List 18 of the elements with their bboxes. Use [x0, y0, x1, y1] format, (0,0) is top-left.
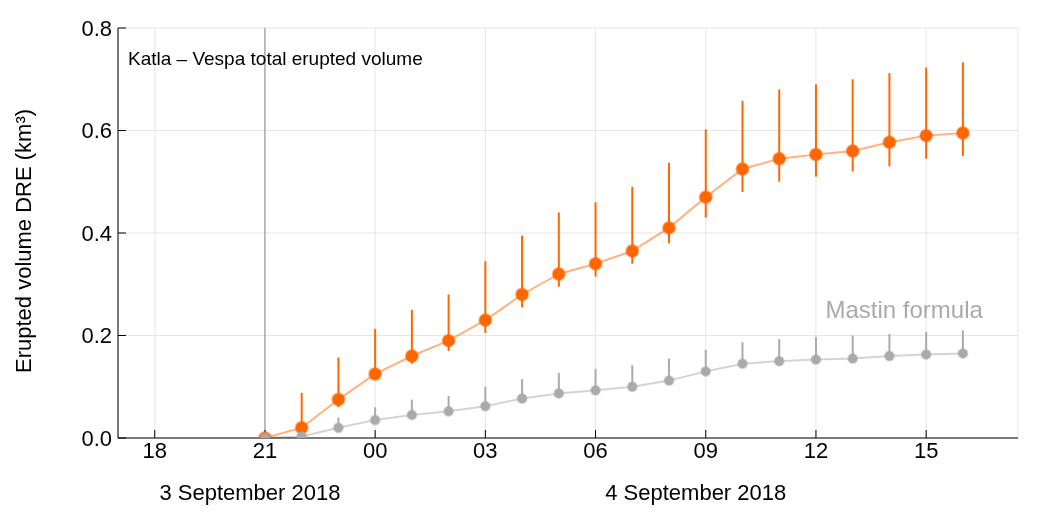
text: 3 September 2018	[159, 480, 341, 506]
x-tick-label: 00	[362, 437, 388, 463]
y-axis-title: Erupted volume DRE (km³)	[10, 108, 36, 373]
x-tick-label: 21	[252, 437, 278, 463]
x-tick-label: 06	[583, 437, 608, 463]
y-tick-label: 0.4	[81, 220, 112, 246]
y-tick-label: 0.6	[81, 118, 112, 144]
x-tick-label: 09	[693, 437, 718, 463]
y-tick-label: 0.8	[81, 15, 112, 41]
x-tick-label: 15	[913, 437, 939, 463]
text: 4 September 2018	[605, 480, 787, 506]
x-tick-label: 18	[142, 437, 167, 463]
x-tick-label: 03	[473, 437, 498, 463]
series-label: Mastin formula	[825, 296, 984, 324]
x-tick-label: 12	[803, 437, 829, 463]
y-tick-label: 0.0	[81, 425, 112, 451]
y-tick-label: 0.2	[81, 323, 112, 349]
text: Katla – Vespa total erupted volume	[128, 48, 423, 70]
